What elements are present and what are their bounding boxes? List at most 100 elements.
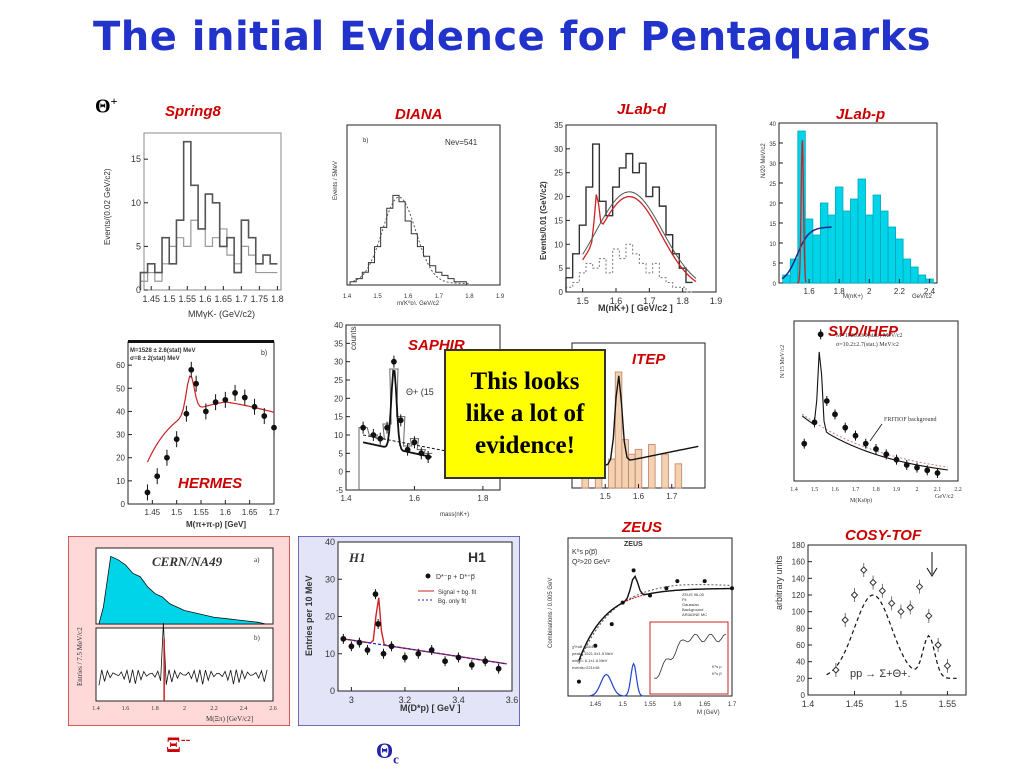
svd-xtick-label: 1.8 — [872, 487, 880, 493]
svd-annotation: FRITIOF background — [884, 417, 937, 423]
jlab-p-bar — [782, 274, 791, 284]
spring8-xtick-label: 1.8 — [271, 294, 284, 304]
saphir-ytick-label: 30 — [334, 358, 343, 367]
svd-ylabel: N/15 MeV/c2 — [780, 345, 786, 378]
jlab-d-histogram — [565, 143, 693, 292]
cern-ylabel: Entries / 7.5 MeV/c2 — [76, 627, 84, 686]
hermes-xtick-label: 1.65 — [242, 508, 258, 517]
cosy-frame — [807, 544, 967, 696]
chart-zeus: 1.45 1.5 1.55 1.6 1.65 1.7 K⁰s p(p̅) Q²>20 GeV²… — [542, 528, 738, 718]
zeus-fit — [578, 574, 733, 661]
zeus-point — [648, 593, 652, 598]
diana-xtick-label: 1.8 — [465, 294, 474, 300]
hermes-ytick-label: 10 — [116, 477, 125, 486]
cosy-point — [906, 603, 914, 612]
svd-point — [924, 467, 931, 474]
diana-histogram — [349, 194, 473, 286]
svd-point — [817, 331, 824, 338]
jlab-p-bar — [887, 226, 897, 284]
hermes-top-band — [128, 340, 274, 343]
jlab-p-ytick-label: 30 — [769, 162, 776, 168]
saphir-point — [360, 424, 367, 431]
h1-point — [340, 635, 347, 642]
svd-xtick-label: 2 — [916, 487, 919, 493]
jlab-p-ylabel: N/20 MeV/c2 — [761, 143, 767, 178]
label-itep: ITEP — [632, 351, 666, 368]
h1-legend-marker — [425, 573, 431, 579]
diana-xtick-label: 1.7 — [435, 294, 444, 300]
saphir-ytick-label: 10 — [334, 431, 343, 440]
chart-jlab-p: 1.6 1.8 2 2.2 2.4 0 5 10 15 20 25 30 35 40 M(nK+) GeV/c… — [757, 118, 947, 303]
diana-xtick-label: 1.4 — [343, 294, 352, 300]
cern-xtick-label: 2.6 — [269, 706, 277, 712]
hermes-point — [193, 380, 200, 387]
saphir-ytick-label: 35 — [334, 339, 343, 348]
diana-xtick-label: 1.5 — [373, 294, 382, 300]
h1-label: H1 — [348, 550, 366, 565]
itep-bar — [614, 371, 623, 489]
jlab-p-bar — [842, 210, 851, 284]
saphir-point — [377, 435, 384, 442]
cern-xtick-label: 1.6 — [122, 706, 130, 712]
jlab-p-bg-fit — [781, 226, 832, 280]
itep-xtick-label: 1.7 — [666, 492, 678, 501]
hermes-ytick-label: 60 — [116, 361, 125, 370]
h1-xtick-label: 3.4 — [452, 695, 465, 705]
svd-point — [873, 446, 879, 452]
zeus-xtick-label: 1.45 — [589, 702, 601, 708]
svd-xunit: GeV/c2 — [935, 494, 954, 500]
svd-frame — [793, 320, 959, 482]
h1-point — [375, 621, 382, 627]
cosy-ytick-label: 160 — [792, 558, 806, 567]
cosy-point — [887, 599, 896, 608]
svd-xtick-label: 2.1 — [934, 487, 942, 493]
label-jlab-d: JLab-d — [617, 101, 667, 118]
hermes-point — [232, 390, 238, 396]
zeus-header-1: K⁰s p(p̅) — [572, 548, 597, 556]
h1-point — [415, 650, 422, 657]
jlab-p-peak-fit — [797, 140, 807, 284]
spring8-ytick-label: 10 — [131, 198, 141, 208]
h1-point — [442, 658, 448, 665]
svd-annotation-arrow — [869, 423, 883, 442]
evidence-callout: This looks like a lot of evidence! — [444, 349, 606, 479]
zeus-inset-legend-1: K⁰s p̅ — [712, 671, 723, 676]
saphir-xlabel: mass(nK+) — [440, 512, 469, 518]
label-spring8: Spring8 — [165, 103, 221, 120]
saphir-ylabel: counts — [349, 326, 358, 350]
itep-bar — [648, 444, 656, 489]
cern-xtick-label: 1.8 — [151, 706, 159, 712]
hermes-point — [164, 454, 170, 461]
zeus-ylabel: Combinations / 0.005 GeV — [548, 578, 554, 648]
jlab-d-ytick-label: 30 — [554, 145, 563, 154]
cosy-ytick-label: 60 — [796, 641, 805, 650]
saphir-point — [418, 450, 425, 457]
spring8-xtick-label: 1.6 — [199, 294, 212, 304]
itep-xtick-label: 1.5 — [600, 492, 612, 501]
jlab-p-xlabel: M(nK+) — [843, 294, 863, 300]
jlab-d-frame — [565, 124, 717, 293]
h1-point — [380, 650, 387, 657]
svd-xtick-label: 1.7 — [852, 487, 860, 493]
h1-xtick-label: 3.6 — [506, 695, 519, 705]
svd-header-1: M=1526±3.0(stat.) MeV/c2 — [836, 332, 903, 339]
zeus-point — [730, 586, 734, 591]
hermes-point — [183, 410, 190, 417]
saphir-xtick-label: 1.8 — [477, 494, 489, 503]
zeus-gaussian-1 — [589, 673, 623, 697]
spring8-xtick-label: 1.75 — [251, 294, 269, 304]
label-svd: SVD/IHEP — [828, 323, 899, 340]
cern-xlabel: M(Ξπ) [GeV/c2] — [206, 715, 253, 723]
zeus-legend-2: Gaussian — [682, 602, 699, 607]
hermes-point — [202, 408, 209, 415]
svd-point — [883, 451, 890, 458]
jlab-d-ytick-label: 5 — [559, 264, 564, 273]
cosy-fit — [826, 594, 957, 679]
hermes-point — [222, 396, 229, 403]
svd-xlabel: M(Ks0p) — [850, 497, 872, 504]
zeus-legend-1: Fit — [682, 597, 687, 602]
itep-bar — [661, 453, 669, 489]
jlab-p-bar — [819, 202, 829, 284]
jlab-d-xtick-label: 1.5 — [576, 296, 589, 306]
hermes-ytick-label: 30 — [116, 431, 125, 440]
